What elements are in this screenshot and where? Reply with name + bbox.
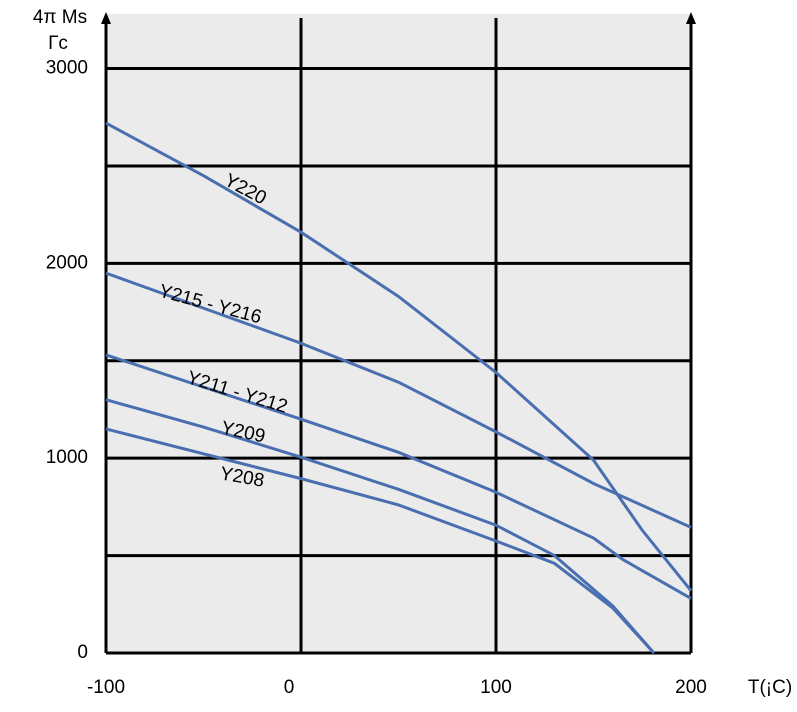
y-tick-label: 0	[77, 642, 88, 663]
line-series	[105, 398, 656, 654]
line-series	[105, 353, 692, 600]
plot-area	[106, 14, 691, 653]
x-tick-label: 200	[675, 677, 707, 698]
y-axis-label: 4π Ms	[33, 7, 87, 28]
y-tick-label: 1000	[46, 447, 88, 468]
x-tick-label: 0	[284, 677, 295, 698]
line-series	[105, 427, 656, 655]
x-tick-label: 100	[480, 677, 512, 698]
y-tick-label: 2000	[46, 252, 88, 273]
x-axis-label: T(¡C)	[748, 677, 792, 698]
x-tick-label: -100	[87, 677, 125, 698]
line-series	[105, 121, 693, 592]
axis-arrow	[686, 12, 696, 24]
y-tick-label: 3000	[46, 58, 88, 79]
y-axis-unit: Гс	[48, 33, 68, 54]
axis-arrow	[101, 12, 111, 24]
line-series	[105, 271, 692, 529]
